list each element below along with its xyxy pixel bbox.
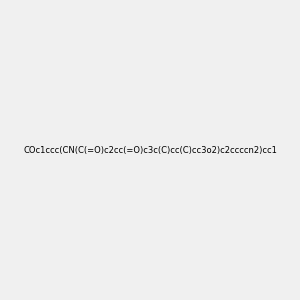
Text: COc1ccc(CN(C(=O)c2cc(=O)c3c(C)cc(C)cc3o2)c2ccccn2)cc1: COc1ccc(CN(C(=O)c2cc(=O)c3c(C)cc(C)cc3o2… bbox=[23, 146, 277, 154]
